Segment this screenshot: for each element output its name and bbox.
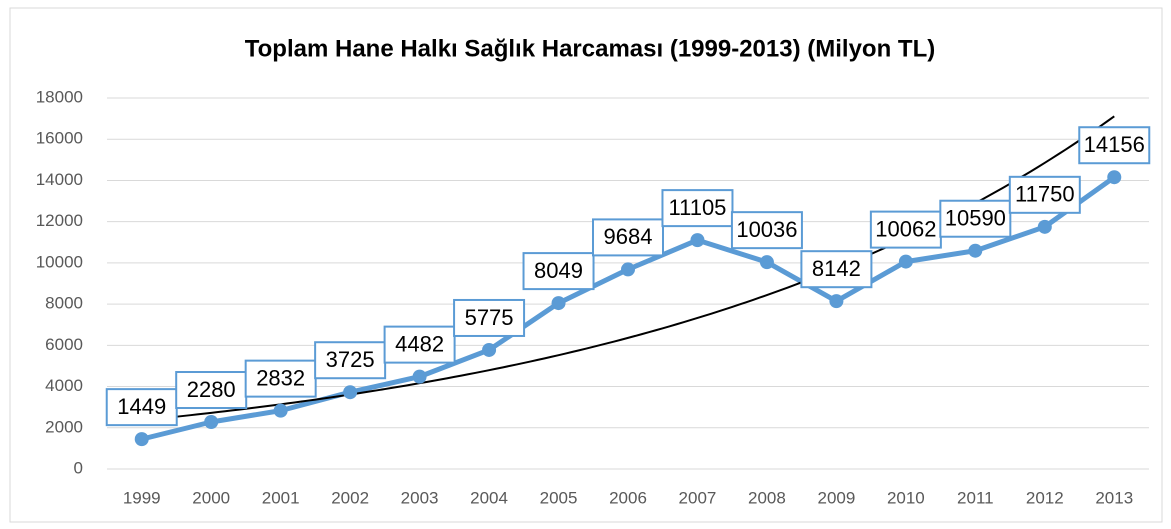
x-tick-label: 2012 <box>1026 488 1064 507</box>
x-tick-label: 2006 <box>609 488 647 507</box>
data-point <box>968 243 983 258</box>
x-tick-label: 2004 <box>470 488 508 507</box>
data-label-box <box>1008 175 1081 214</box>
data-label-box <box>939 199 1012 238</box>
data-label-box <box>383 325 456 364</box>
y-tick-label: 6000 <box>45 335 83 354</box>
data-label: 1449 <box>117 394 166 419</box>
y-tick-label: 12000 <box>36 211 83 230</box>
y-tick-label: 0 <box>74 458 83 477</box>
data-label-box <box>1078 126 1151 165</box>
y-tick-label: 16000 <box>36 129 83 148</box>
data-label-box <box>661 189 734 228</box>
data-point <box>482 342 497 357</box>
chart-title: Toplam Hane Halkı Sağlık Harcaması (1999… <box>245 35 935 62</box>
data-label-box <box>175 371 248 410</box>
y-tick-label: 4000 <box>45 376 83 395</box>
x-tick-label: 2011 <box>957 488 994 507</box>
data-label-box <box>800 250 873 289</box>
data-point <box>690 233 705 248</box>
data-point <box>343 385 358 400</box>
data-point <box>412 369 427 384</box>
data-point <box>204 415 219 430</box>
data-label: 11105 <box>669 195 727 220</box>
data-label: 8049 <box>534 258 583 283</box>
data-label: 9684 <box>604 224 653 249</box>
y-tick-label: 2000 <box>45 417 83 436</box>
data-label: 8142 <box>812 256 861 281</box>
x-tick-label: 2008 <box>748 488 786 507</box>
data-point <box>829 294 844 309</box>
x-tick-label: 2000 <box>192 488 230 507</box>
y-tick-label: 14000 <box>36 170 83 189</box>
x-tick-label: 2002 <box>331 488 369 507</box>
x-tick-label: 2001 <box>262 488 300 507</box>
y-tick-label: 18000 <box>36 87 83 106</box>
data-point <box>1037 219 1052 234</box>
data-point <box>759 255 774 270</box>
data-point <box>134 432 149 447</box>
x-tick-label: 2005 <box>540 488 578 507</box>
data-label: 11750 <box>1015 182 1075 207</box>
data-label-box <box>522 252 595 291</box>
x-tick-label: 2007 <box>679 488 717 507</box>
data-point <box>621 262 635 277</box>
data-label: 10036 <box>736 217 797 242</box>
data-label-box <box>730 211 803 250</box>
data-label-box <box>314 341 387 380</box>
data-label: 5775 <box>465 305 514 330</box>
data-label-box <box>244 359 317 398</box>
data-label: 2832 <box>256 365 305 390</box>
data-label-box <box>592 218 664 257</box>
x-tick-label: 2010 <box>887 488 925 507</box>
data-label: 10590 <box>945 206 1006 231</box>
data-point <box>898 254 913 269</box>
data-label-box <box>105 388 178 427</box>
y-tick-label: 8000 <box>45 294 83 313</box>
x-tick-label: 2013 <box>1095 488 1133 507</box>
data-label: 4482 <box>395 331 444 356</box>
data-label-box <box>453 298 526 337</box>
x-tick-label: 2009 <box>817 488 855 507</box>
data-label: 10062 <box>875 216 936 241</box>
y-tick-label: 10000 <box>36 252 83 271</box>
data-label: 3725 <box>326 347 375 372</box>
x-tick-label: 2003 <box>401 488 439 507</box>
data-point <box>1107 170 1122 185</box>
data-label: 2280 <box>187 377 236 402</box>
data-label-box <box>869 210 942 249</box>
data-point <box>273 403 288 418</box>
data-point <box>551 296 566 311</box>
data-label: 14156 <box>1084 132 1145 157</box>
x-tick-label: 1999 <box>123 488 161 507</box>
